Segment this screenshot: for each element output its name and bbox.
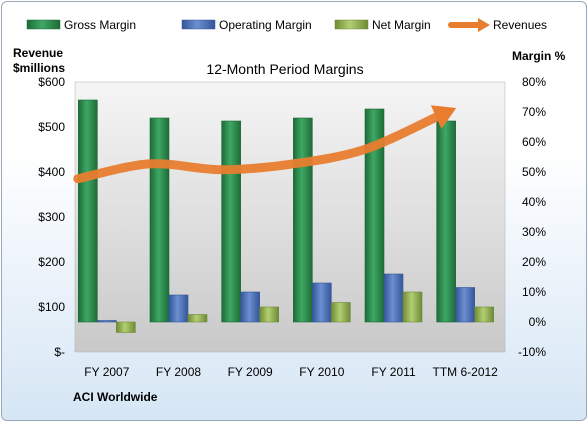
left-tick-label: $200 (38, 255, 65, 269)
category-tick-label: FY 2011 (371, 365, 416, 379)
legend-item-revenues: Revenues (448, 18, 547, 32)
operating-margin-bar (312, 282, 332, 323)
right-axis-label: Margin % (512, 49, 566, 63)
plot-area (74, 81, 506, 353)
right-tick-label: 70% (522, 105, 546, 119)
right-tick-label: 60% (522, 135, 546, 149)
gross-margin-bar (221, 120, 241, 323)
right-tick-label: -10% (518, 345, 546, 359)
category-tick-label: FY 2007 (84, 365, 129, 379)
legend-swatch-gross-margin (26, 19, 61, 30)
right-tick-label: 50% (522, 165, 546, 179)
legend-label-gross-margin: Gross Margin (64, 18, 136, 32)
net-margin-bar (187, 314, 208, 323)
gross-margin-bar (149, 117, 170, 323)
revenue-arrowhead (430, 105, 457, 129)
net-margin-bar (474, 306, 494, 323)
left-axis-label-line2: $millions (13, 61, 65, 75)
revenue-line (73, 112, 441, 184)
legend-arrowhead-revenues (478, 18, 490, 32)
legend-swatch-operating-margin (181, 19, 216, 30)
category-tick-label: FY 2010 (299, 365, 344, 379)
right-tick-label: 30% (522, 225, 546, 239)
net-margin-bar (402, 291, 423, 323)
gross-margin-bar (436, 120, 456, 323)
left-tick-label: $500 (38, 120, 65, 134)
revenue-series (73, 105, 457, 184)
left-axis-ticks: $- $100 $200 $300 $400 $500 $600 (38, 75, 65, 359)
net-margin-bar (116, 321, 136, 333)
left-tick-label: $- (54, 345, 65, 359)
category-tick-label: FY 2008 (156, 365, 201, 379)
left-tick-label: $400 (38, 165, 65, 179)
left-tick-label: $600 (38, 75, 65, 89)
chart-title: 12-Month Period Margins (206, 61, 363, 77)
right-tick-label: 40% (522, 195, 546, 209)
gross-margin-bar (293, 117, 313, 323)
category-tick-label: TTM 6-2012 (432, 365, 498, 379)
left-tick-label: $300 (38, 210, 65, 224)
net-margin-bar (331, 302, 351, 323)
legend-item-operating-margin: Operating Margin (181, 18, 312, 32)
right-tick-label: 10% (522, 285, 546, 299)
legend: Gross Margin Operating Margin Net Margin… (26, 18, 547, 32)
legend-swatch-net-margin (334, 19, 369, 30)
legend-label-net-margin: Net Margin (372, 18, 431, 32)
right-tick-label: 20% (522, 255, 546, 269)
operating-margin-bar (383, 273, 404, 323)
right-tick-label: 80% (522, 75, 546, 89)
gross-margin-bar (78, 99, 98, 323)
company-name: ACI Worldwide (73, 390, 158, 404)
operating-margin-bar (168, 294, 189, 323)
legend-label-operating-margin: Operating Margin (219, 18, 312, 32)
right-tick-label: 0% (529, 315, 547, 329)
operating-margin-bar (455, 287, 475, 323)
legend-item-gross-margin: Gross Margin (26, 18, 136, 32)
category-axis-ticks: FY 2007 FY 2008 FY 2009 FY 2010 FY 2011 TTM 6… (84, 365, 498, 379)
operating-margin-bar (240, 291, 260, 323)
legend-label-revenues: Revenues (493, 18, 547, 32)
left-axis-label-line1: Revenue (13, 46, 63, 60)
left-tick-label: $100 (38, 300, 65, 314)
legend-item-net-margin: Net Margin (334, 18, 431, 32)
category-tick-label: FY 2009 (228, 365, 273, 379)
right-axis-ticks: -10% 0% 10% 20% 30% 40% 50% 60% 70% 80% (518, 75, 546, 359)
net-margin-bar (259, 306, 279, 323)
gross-margin-bar (364, 108, 385, 323)
operating-margin-bar (97, 320, 117, 323)
